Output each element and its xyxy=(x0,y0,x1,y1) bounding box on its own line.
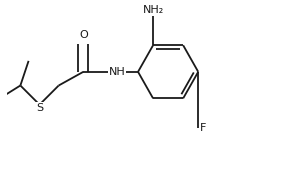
Text: NH: NH xyxy=(108,67,125,77)
Text: S: S xyxy=(36,103,43,113)
Text: NH₂: NH₂ xyxy=(142,5,164,15)
Text: F: F xyxy=(199,123,206,133)
Text: O: O xyxy=(79,30,88,40)
